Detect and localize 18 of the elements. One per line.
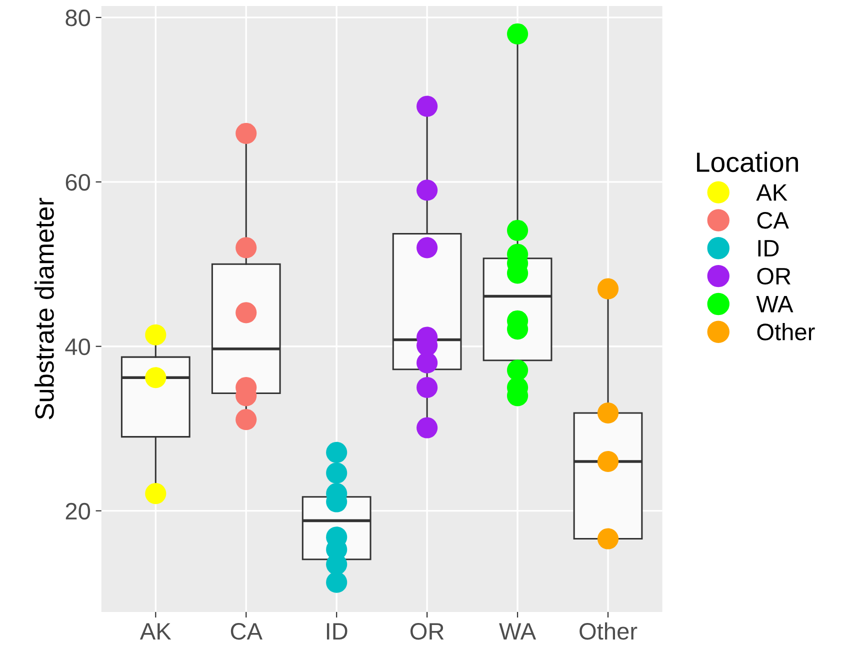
y-tick-label: 20 bbox=[66, 502, 90, 520]
x-tick-label: ID bbox=[326, 623, 348, 640]
x-tick-label: CA bbox=[230, 622, 262, 640]
legend-title: Location bbox=[697, 152, 798, 172]
x-tick-label: Other bbox=[580, 622, 638, 640]
legend-label: Other bbox=[757, 323, 815, 340]
y-tick-label: 80 bbox=[66, 10, 90, 26]
y-tick-label: 40 bbox=[65, 338, 90, 356]
legend-label: OR bbox=[757, 268, 790, 285]
y-tick-label: 60 bbox=[66, 174, 90, 191]
x-tick-label: WA bbox=[499, 623, 536, 640]
x-tick-label: OR bbox=[410, 622, 444, 640]
legend-label: CA bbox=[757, 212, 789, 229]
y-axis-title: Substrate diameter bbox=[34, 198, 54, 420]
legend-label: WA bbox=[756, 296, 794, 312]
x-tick-label: AK bbox=[140, 623, 172, 640]
legend-label: AK bbox=[756, 184, 788, 201]
legend-label: ID bbox=[758, 240, 779, 256]
